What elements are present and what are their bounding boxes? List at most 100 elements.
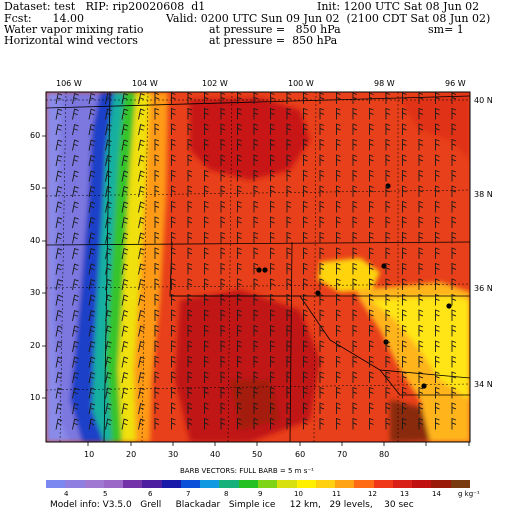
colorbar-swatch [373, 480, 394, 488]
wind-barb [236, 107, 242, 120]
wind-barb [154, 324, 160, 337]
wind-barb [154, 262, 160, 275]
wind-barb [220, 402, 226, 415]
wind-barb [154, 278, 160, 291]
wind-barb [451, 154, 457, 167]
wind-barb [319, 123, 325, 136]
wind-barb [154, 402, 160, 415]
wind-barb [335, 355, 341, 368]
wind-barb [418, 417, 424, 430]
wind-barb [154, 386, 160, 399]
wind-barb [187, 185, 193, 198]
wind-barb [302, 355, 308, 368]
wind-barb [203, 216, 209, 229]
wind-barb [434, 92, 440, 105]
wind-barb [434, 324, 440, 337]
colorbar-label: 5 [103, 490, 108, 498]
wind-barb [154, 309, 160, 322]
wind-barb [253, 309, 259, 322]
wind-barb [352, 92, 358, 105]
wind-barb [451, 262, 457, 275]
wind-barb [269, 107, 275, 120]
wind-barb [187, 138, 193, 151]
valid-time: Valid: 0200 UTC Sun 09 Jun 02 (2100 CDT … [166, 12, 491, 25]
wind-barb [55, 154, 63, 167]
colorbar-swatch [65, 480, 86, 488]
x-tick-label: 30 [168, 450, 179, 459]
wind-barb [335, 402, 341, 415]
wind-barb [105, 325, 112, 337]
smoothing-label: sm= 1 [428, 23, 464, 36]
wind-barb [335, 262, 341, 275]
wind-barb [187, 309, 193, 322]
wind-barb [451, 169, 457, 182]
wind-barb [352, 309, 358, 322]
wind-barb [434, 417, 440, 430]
wind-barb [302, 107, 308, 120]
wind-barbs [55, 92, 457, 430]
wind-barb [203, 417, 209, 430]
wind-barb [187, 340, 193, 353]
wind-barb [88, 139, 96, 151]
wind-barb [170, 169, 176, 182]
colorbar-swatch [103, 480, 124, 488]
wind-barb [368, 262, 374, 275]
wind-barb [286, 169, 292, 182]
wind-barb [105, 185, 112, 198]
wind-barb [451, 216, 457, 229]
wind-barb [138, 185, 145, 198]
wind-barb [105, 356, 112, 368]
wind-barb [105, 123, 112, 136]
wind-barb [286, 154, 292, 167]
wind-barb [319, 138, 325, 151]
forecast-hour: Fcst: 14.00 [4, 12, 85, 25]
wind-barb [203, 169, 209, 182]
wind-barb [434, 107, 440, 120]
wind-barb [88, 340, 96, 353]
wind-barb [368, 92, 374, 105]
wind-barb [434, 309, 440, 322]
wind-barb [319, 417, 325, 430]
wind-barb [401, 123, 407, 136]
wind-barb [352, 169, 358, 182]
wind-barb [236, 154, 242, 167]
wind-barb [236, 386, 242, 399]
colorbar-swatch [354, 480, 375, 488]
wind-barb [170, 247, 176, 260]
wind-barb [220, 169, 226, 182]
wind-barb [88, 263, 96, 275]
wind-barb [105, 309, 112, 322]
wind-barb [154, 247, 160, 260]
wind-barb [138, 325, 145, 337]
pressure-level-moisture: at pressure = 850 hPa [209, 23, 341, 36]
wind-barb [319, 371, 325, 384]
wind-barb [385, 262, 391, 275]
wind-barb [401, 154, 407, 167]
wind-barb [121, 294, 129, 306]
wind-barb [55, 402, 63, 415]
wind-barb [203, 278, 209, 291]
wind-barb [72, 123, 79, 136]
wind-barb [368, 200, 374, 213]
colorbar-label: 14 [432, 490, 441, 498]
wind-barb [451, 340, 457, 353]
wind-barb [319, 247, 325, 260]
wind-barb [154, 123, 160, 136]
wind-barb [418, 371, 424, 384]
wind-barb [302, 278, 308, 291]
wind-barb [187, 355, 193, 368]
wind-barb [335, 386, 341, 399]
wind-barb [154, 355, 160, 368]
lat-label: 40 N [474, 96, 493, 105]
wind-barb [286, 340, 292, 353]
wind-barb [434, 200, 440, 213]
wind-barb [385, 92, 391, 105]
wind-barb [72, 247, 79, 260]
wind-barb [418, 231, 424, 244]
wind-barb [138, 139, 145, 151]
y-tick-label: 10 [30, 393, 41, 402]
wind-barb [434, 169, 440, 182]
wind-barb [319, 402, 325, 415]
wind-barb [121, 139, 129, 151]
wind-barb [55, 247, 63, 260]
